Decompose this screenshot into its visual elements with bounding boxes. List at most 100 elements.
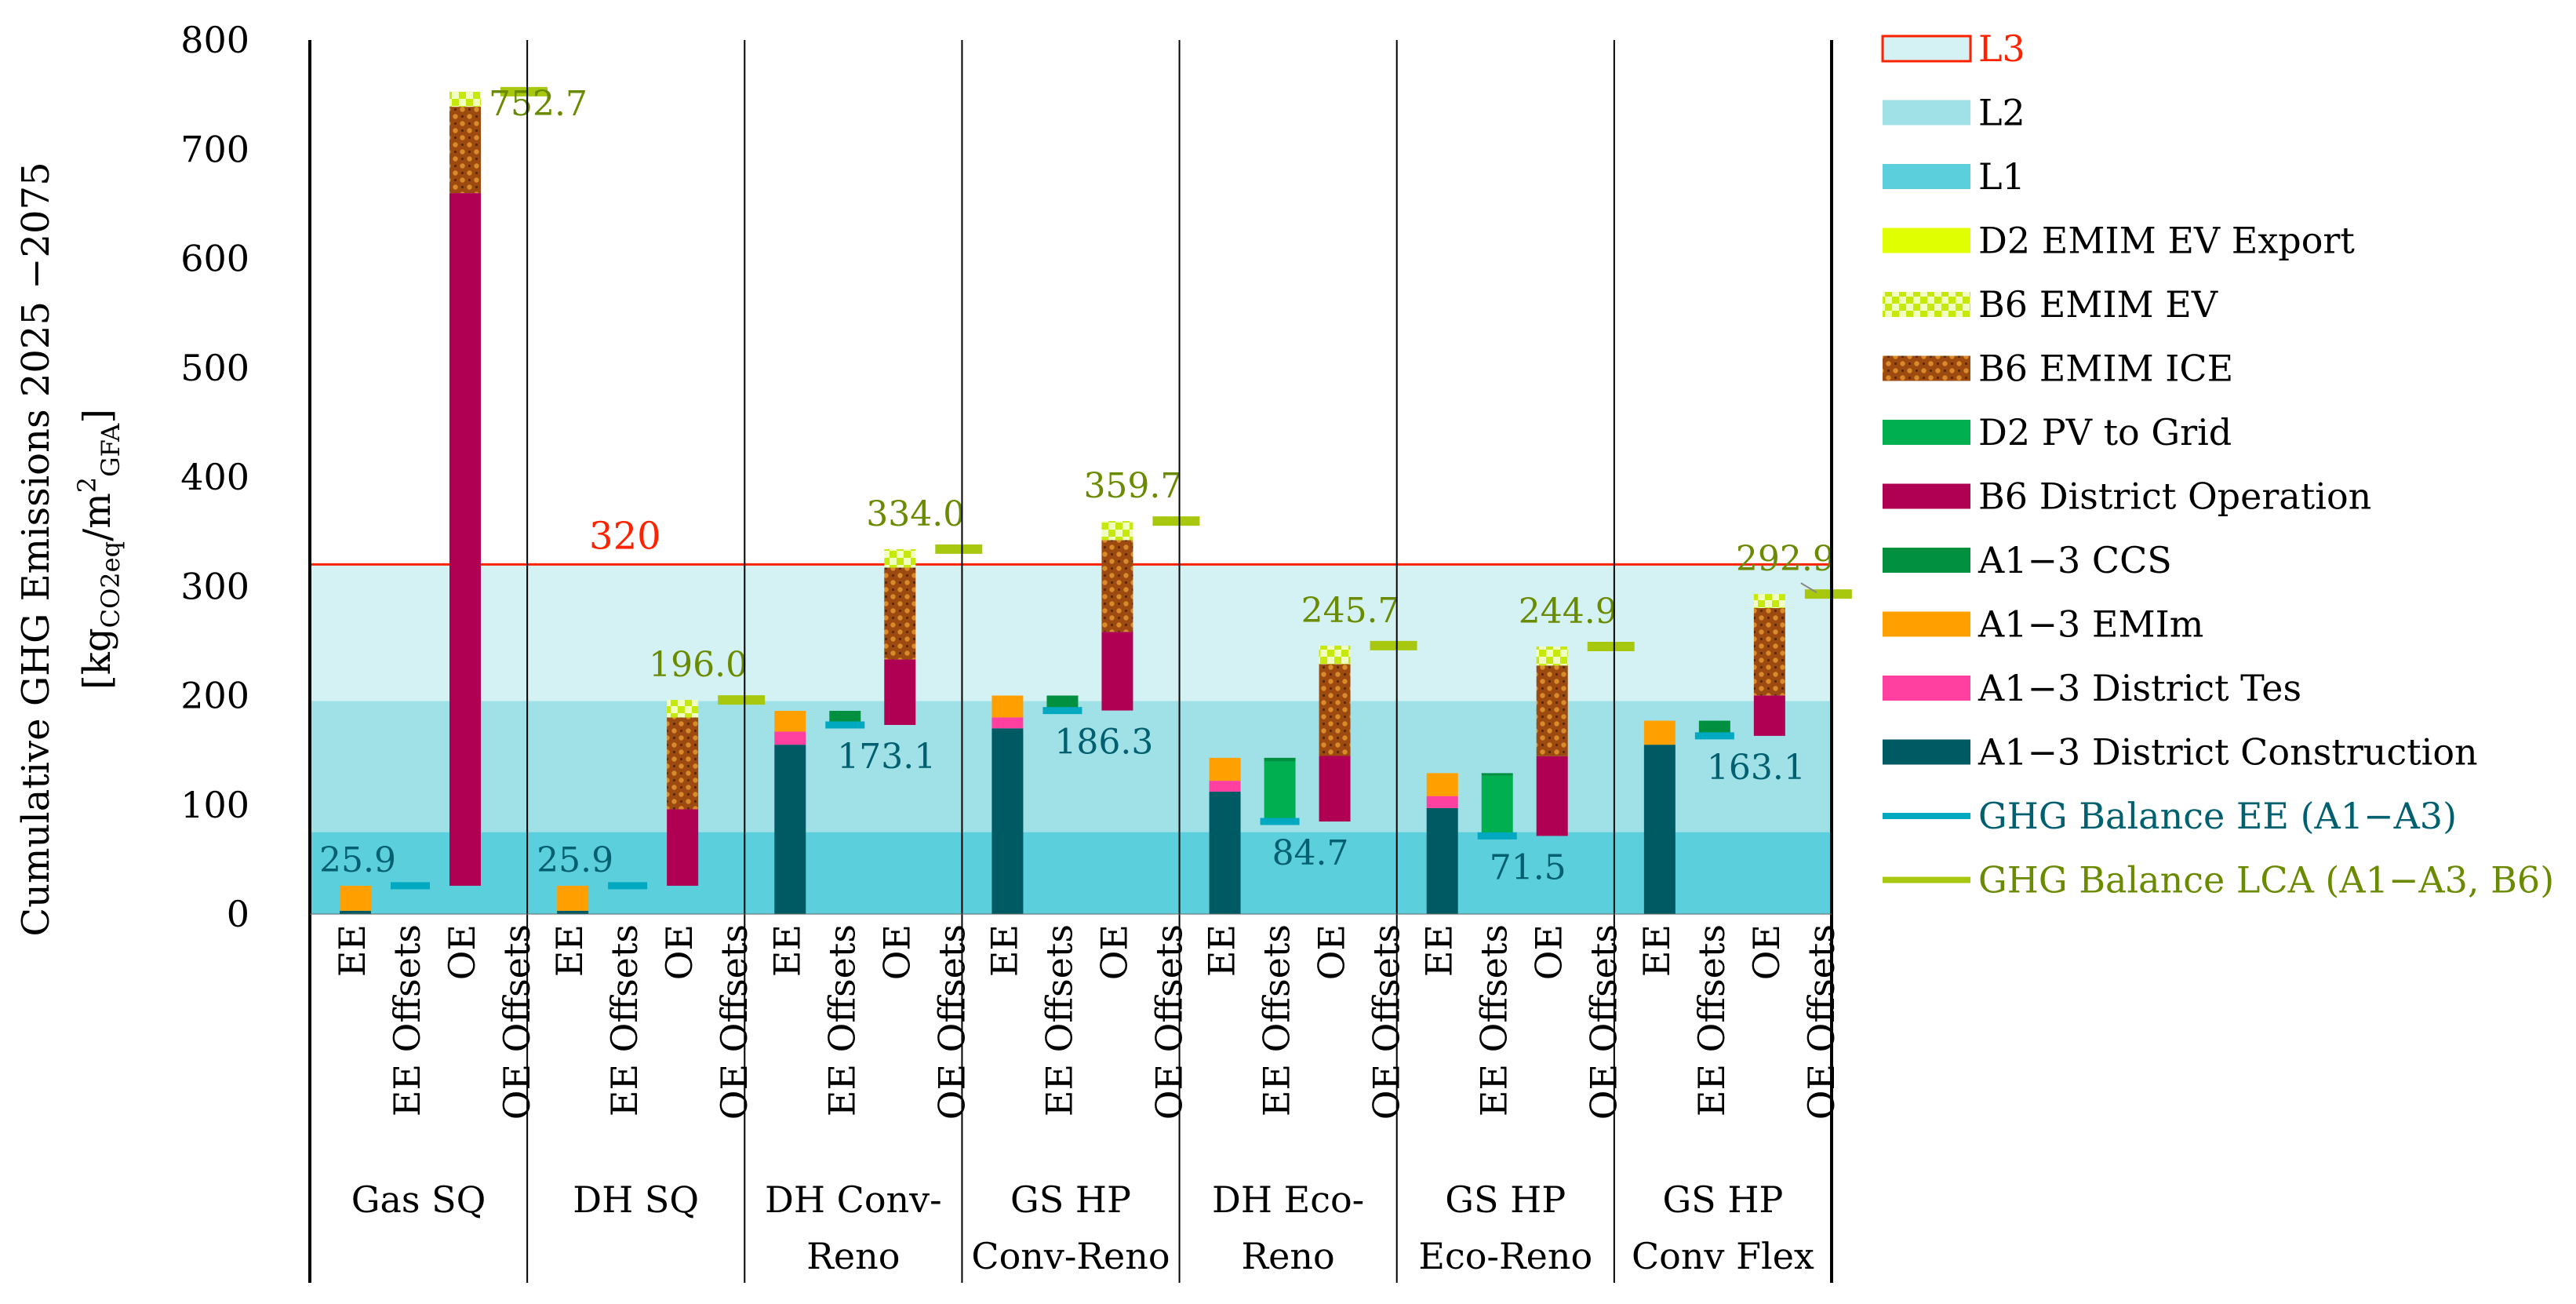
bar-dh-eco-reno-ee-offset-d2-pv-to-grid [1264, 761, 1296, 822]
bar-dh-conv-reno-oe-b6-emim-ev [884, 548, 916, 568]
ghg-balance-lca-label-gs-hp-conv-reno: 359.7 [1083, 466, 1182, 506]
legend-swatch-a1-3-district-construction [1883, 739, 1970, 765]
category-label-dh-sq-line1: DH SQ [573, 1178, 699, 1221]
bar-gs-hp-eco-reno-ee-a1-3-emim [1426, 773, 1458, 796]
y-tick-label-300: 300 [180, 565, 249, 607]
bar-dh-conv-reno-ee-a1-3-district-construction [774, 745, 806, 914]
x-tick-label-dh-sq-ee-offsets: EE Offsets [603, 924, 646, 1116]
ghg-balance-ee-label-dh-sq: 25.9 [537, 840, 613, 880]
y-axis-title-line1: Cumulative GHG Emissions 2025 −2075 [14, 162, 58, 936]
y-axis-title-line2: [kgCO2eq/m2GFA] [72, 409, 126, 690]
legend-swatch-b6-emim-ev [1883, 292, 1970, 317]
x-tick-label-gs-hp-conv-reno-ee-offsets: EE Offsets [1038, 924, 1080, 1116]
ghg-balance-lca-label-dh-eco-reno: 245.7 [1301, 591, 1400, 631]
y-axis-label: Cumulative GHG Emissions 2025 −2075 [kgC… [14, 162, 126, 936]
bar-gas-sq-ee-a1-3-district-construction [340, 910, 371, 914]
bar-gs-hp-conv-flex-ee-a1-3-district-construction [1643, 745, 1675, 914]
legend-swatch-d2-pv-to-grid [1883, 420, 1970, 445]
x-tick-label-gs-hp-conv-reno-oe-offsets: OE Offsets [1148, 924, 1190, 1120]
category-label-dh-conv-reno-line1: DH Conv- [765, 1178, 942, 1221]
legend-label-a1-3-district-tes: A1−3 District Tes [1977, 667, 2301, 709]
bar-dh-conv-reno-oe-b6-district-operation [884, 659, 916, 725]
ghg-balance-ee-label-gs-hp-eco-reno: 71.5 [1490, 847, 1566, 887]
legend-label-a1-3-emim: A1−3 EMIm [1977, 603, 2203, 646]
ghg-balance-lca-label-dh-conv-reno: 334.0 [866, 494, 965, 534]
legend-swatch-l1 [1883, 164, 1970, 189]
y-tick-label-0: 0 [227, 893, 249, 935]
bar-dh-eco-reno-ee-a1-3-emim [1209, 757, 1241, 781]
x-tick-label-dh-conv-reno-oe: OE [875, 924, 918, 980]
x-tick-label-gas-sq-oe-offsets: OE Offsets [496, 924, 538, 1120]
bar-gas-sq-oe-b6-emim-ice [449, 107, 481, 194]
legend-label-d2-pv-to-grid: D2 PV to Grid [1978, 411, 2232, 453]
legend-label-l2: L2 [1978, 92, 2025, 134]
ghg-balance-lca-label-gs-hp-conv-flex: 292.9 [1736, 539, 1835, 579]
y-tick-label-700: 700 [180, 128, 249, 170]
legend-swatch-d2-emim-ev-export [1883, 228, 1970, 253]
legend-label-ghg-balance-lca-a1-a3-b6: GHG Balance LCA (A1−A3, B6) [1978, 859, 2554, 902]
band-l2 [310, 701, 1832, 832]
y-axis: 0 100 200 300 400 500 600 700 800 [180, 19, 249, 935]
threshold-bands [310, 564, 1832, 914]
legend-label-a1-3-district-construction: A1−3 District Construction [1977, 731, 2478, 774]
bar-dh-eco-reno-oe-b6-emim-ice [1319, 664, 1351, 756]
x-axis-labels: EE EE Offsets OE OE Offsets Gas SQ EE EE Offse… [331, 924, 1843, 1277]
bar-dh-conv-reno-ee-a1-3-district-tes [774, 731, 806, 745]
legend-label-l1: L1 [1978, 155, 2025, 198]
legend-label-b6-emim-ev: B6 EMIM EV [1978, 283, 2218, 326]
category-label-gs-hp-eco-reno-line2: Eco-Reno [1418, 1235, 1592, 1277]
legend-label-l3: L3 [1978, 27, 2025, 70]
gridlines [308, 40, 1833, 1283]
x-tick-label-gs-hp-eco-reno-oe-offsets: OE Offsets [1583, 924, 1625, 1120]
legend-swatch-b6-emim-ice [1883, 355, 1970, 381]
legend-label-d2-emim-ev-export: D2 EMIM EV Export [1978, 220, 2355, 262]
x-tick-label-gs-hp-conv-flex-oe: OE [1745, 924, 1788, 980]
x-tick-label-gs-hp-eco-reno-ee: EE [1418, 924, 1461, 977]
limit-label: 320 [589, 514, 661, 558]
bar-gs-hp-eco-reno-ee-offset-a1-3-ccs [1481, 773, 1513, 776]
x-tick-label-gs-hp-conv-reno-oe: OE [1093, 924, 1135, 980]
bar-dh-sq-oe-b6-district-operation [667, 809, 699, 886]
legend-swatch-l3 [1881, 35, 1972, 63]
x-tick-label-dh-conv-reno-oe-offsets: OE Offsets [930, 924, 973, 1120]
bar-dh-eco-reno-ee-a1-3-district-tes [1209, 781, 1241, 792]
bar-gas-sq-oe-b6-emim-ev [449, 91, 481, 107]
x-tick-label-dh-conv-reno-ee-offsets: EE Offsets [820, 924, 863, 1116]
bar-gs-hp-conv-reno-oe-b6-emim-ev [1101, 521, 1133, 541]
legend: L3 L2 L1 D2 EMIM EV Export B6 EMIM EV B6 EMIM… [1881, 27, 2554, 902]
bar-dh-eco-reno-oe-b6-emim-ev [1319, 645, 1351, 665]
ghg-balance-lca-label-gs-hp-eco-reno: 244.9 [1519, 592, 1617, 632]
x-tick-label-dh-sq-oe: OE [658, 924, 700, 980]
legend-label-a1-3-ccs: A1−3 CCS [1977, 539, 2172, 581]
bar-gs-hp-conv-flex-oe-b6-district-operation [1753, 695, 1785, 736]
category-label-gs-hp-eco-reno-line1: GS HP [1445, 1178, 1566, 1221]
bar-dh-eco-reno-oe-b6-district-operation [1319, 756, 1351, 822]
x-tick-label-gas-sq-oe: OE [441, 924, 483, 980]
ghg-balance-lca-label-dh-sq: 196.0 [649, 645, 748, 685]
legend-swatch-a1-3-district-tes [1883, 676, 1970, 701]
y-tick-label-800: 800 [180, 19, 249, 61]
legend-swatch-a1-3-emim [1883, 611, 1970, 637]
x-tick-label-dh-conv-reno-ee: EE [766, 924, 808, 977]
category-label-gas-sq-line1: Gas SQ [351, 1178, 486, 1221]
bar-gs-hp-eco-reno-oe-b6-emim-ice [1536, 665, 1568, 756]
category-label-gs-hp-conv-flex-line1: GS HP [1662, 1178, 1783, 1221]
category-label-gs-hp-conv-flex-line2: Conv Flex [1632, 1235, 1814, 1277]
x-tick-label-gs-hp-conv-reno-ee: EE [983, 924, 1025, 977]
bar-dh-eco-reno-ee-a1-3-district-construction [1209, 792, 1241, 914]
bar-gs-hp-eco-reno-ee-a1-3-district-construction [1426, 807, 1458, 914]
y-tick-label-100: 100 [180, 784, 249, 826]
ghg-balance-ee-label-dh-conv-reno: 173.1 [837, 737, 936, 777]
ghg-balance-ee-label-gs-hp-conv-reno: 186.3 [1054, 723, 1153, 763]
x-tick-label-gs-hp-conv-flex-ee-offsets: EE Offsets [1690, 924, 1733, 1116]
x-tick-label-dh-sq-ee: EE [548, 924, 591, 977]
x-tick-label-gs-hp-eco-reno-oe: OE [1528, 924, 1570, 980]
band-l3 [310, 564, 1832, 701]
bar-dh-sq-ee-a1-3-district-construction [557, 910, 589, 914]
bar-gs-hp-conv-reno-ee-a1-3-emim [991, 695, 1024, 718]
y-tick-label-600: 600 [180, 238, 249, 280]
bar-gs-hp-conv-reno-ee-offset-a1-3-ccs [1046, 695, 1079, 711]
bar-gs-hp-conv-reno-oe-b6-district-operation [1101, 632, 1133, 711]
bars-group [340, 91, 1785, 914]
